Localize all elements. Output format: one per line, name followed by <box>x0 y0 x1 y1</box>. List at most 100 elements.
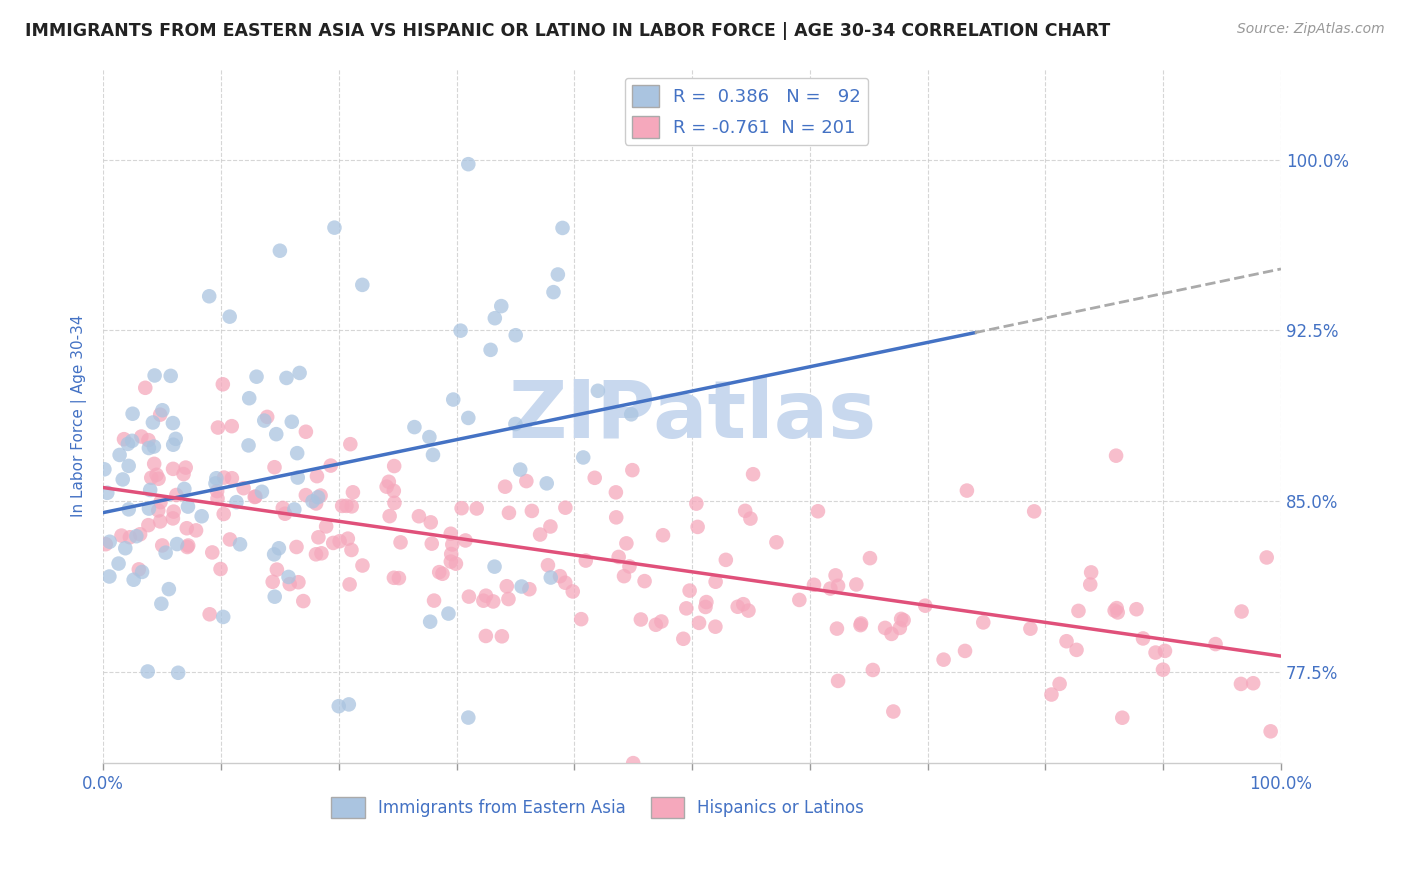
Point <box>336 532 359 546</box>
Point <box>238 391 260 405</box>
Point <box>98 569 121 583</box>
Point <box>288 366 311 380</box>
Point <box>509 462 531 476</box>
Point <box>672 632 695 646</box>
Point <box>515 474 537 488</box>
Point <box>323 220 346 235</box>
Point <box>678 583 700 598</box>
Point <box>1066 643 1088 657</box>
Point <box>554 500 576 515</box>
Point <box>141 471 163 485</box>
Point <box>1078 577 1101 591</box>
Point <box>605 510 627 524</box>
Point <box>1230 677 1253 691</box>
Point <box>1144 646 1167 660</box>
Point <box>121 434 143 448</box>
Point <box>108 448 131 462</box>
Point <box>418 430 440 444</box>
Point <box>505 328 527 343</box>
Point <box>271 500 294 515</box>
Point <box>820 582 842 596</box>
Point <box>117 437 139 451</box>
Point <box>727 599 749 614</box>
Point <box>190 509 212 524</box>
Point <box>245 490 267 504</box>
Point <box>114 541 136 556</box>
Point <box>1105 449 1128 463</box>
Point <box>118 530 141 544</box>
Point <box>209 562 232 576</box>
Point <box>250 484 273 499</box>
Y-axis label: In Labor Force | Age 30-34: In Labor Force | Age 30-34 <box>72 315 87 517</box>
Point <box>150 403 173 417</box>
Point <box>583 471 606 485</box>
Point <box>548 569 571 583</box>
Point <box>340 500 363 514</box>
Point <box>849 616 872 631</box>
Point <box>932 653 955 667</box>
Point <box>315 519 337 533</box>
Point <box>229 537 252 551</box>
Point <box>408 509 430 524</box>
Point <box>1154 644 1177 658</box>
Point <box>742 467 765 482</box>
Point <box>205 484 228 499</box>
Point <box>218 310 240 324</box>
Point <box>148 503 170 517</box>
Point <box>616 536 638 550</box>
Point <box>427 565 450 579</box>
Point <box>685 497 707 511</box>
Point <box>211 377 233 392</box>
Point <box>149 408 172 422</box>
Point <box>575 553 598 567</box>
Point <box>278 577 301 591</box>
Point <box>309 489 332 503</box>
Point <box>118 458 141 473</box>
Point <box>111 472 134 486</box>
Point <box>419 615 441 629</box>
Point <box>1105 601 1128 615</box>
Point <box>94 537 117 551</box>
Text: Source: ZipAtlas.com: Source: ZipAtlas.com <box>1237 22 1385 37</box>
Point <box>475 589 498 603</box>
Point <box>1019 622 1042 636</box>
Point <box>184 524 207 538</box>
Point <box>143 457 166 471</box>
Point <box>382 483 405 498</box>
Point <box>167 665 190 680</box>
Point <box>650 615 672 629</box>
Point <box>389 535 412 549</box>
Point <box>322 536 344 550</box>
Point <box>107 557 129 571</box>
Point <box>122 573 145 587</box>
Point <box>1024 504 1046 518</box>
Point <box>162 438 184 452</box>
Point <box>540 570 562 584</box>
Point <box>890 612 912 626</box>
Point <box>174 460 197 475</box>
Point <box>375 480 398 494</box>
Point <box>263 547 285 561</box>
Point <box>621 756 644 771</box>
Point <box>263 460 285 475</box>
Point <box>807 504 830 518</box>
Point <box>441 392 464 407</box>
Point <box>225 495 247 509</box>
Point <box>207 420 229 434</box>
Point <box>98 534 121 549</box>
Point <box>138 518 160 533</box>
Point <box>737 604 759 618</box>
Point <box>96 485 118 500</box>
Point <box>845 577 868 591</box>
Point <box>1049 677 1071 691</box>
Point <box>382 571 405 585</box>
Point <box>342 485 364 500</box>
Point <box>520 504 543 518</box>
Point <box>494 480 516 494</box>
Point <box>1260 724 1282 739</box>
Point <box>505 417 527 431</box>
Point <box>1205 637 1227 651</box>
Point <box>149 495 172 509</box>
Point <box>330 499 353 513</box>
Point <box>165 488 187 502</box>
